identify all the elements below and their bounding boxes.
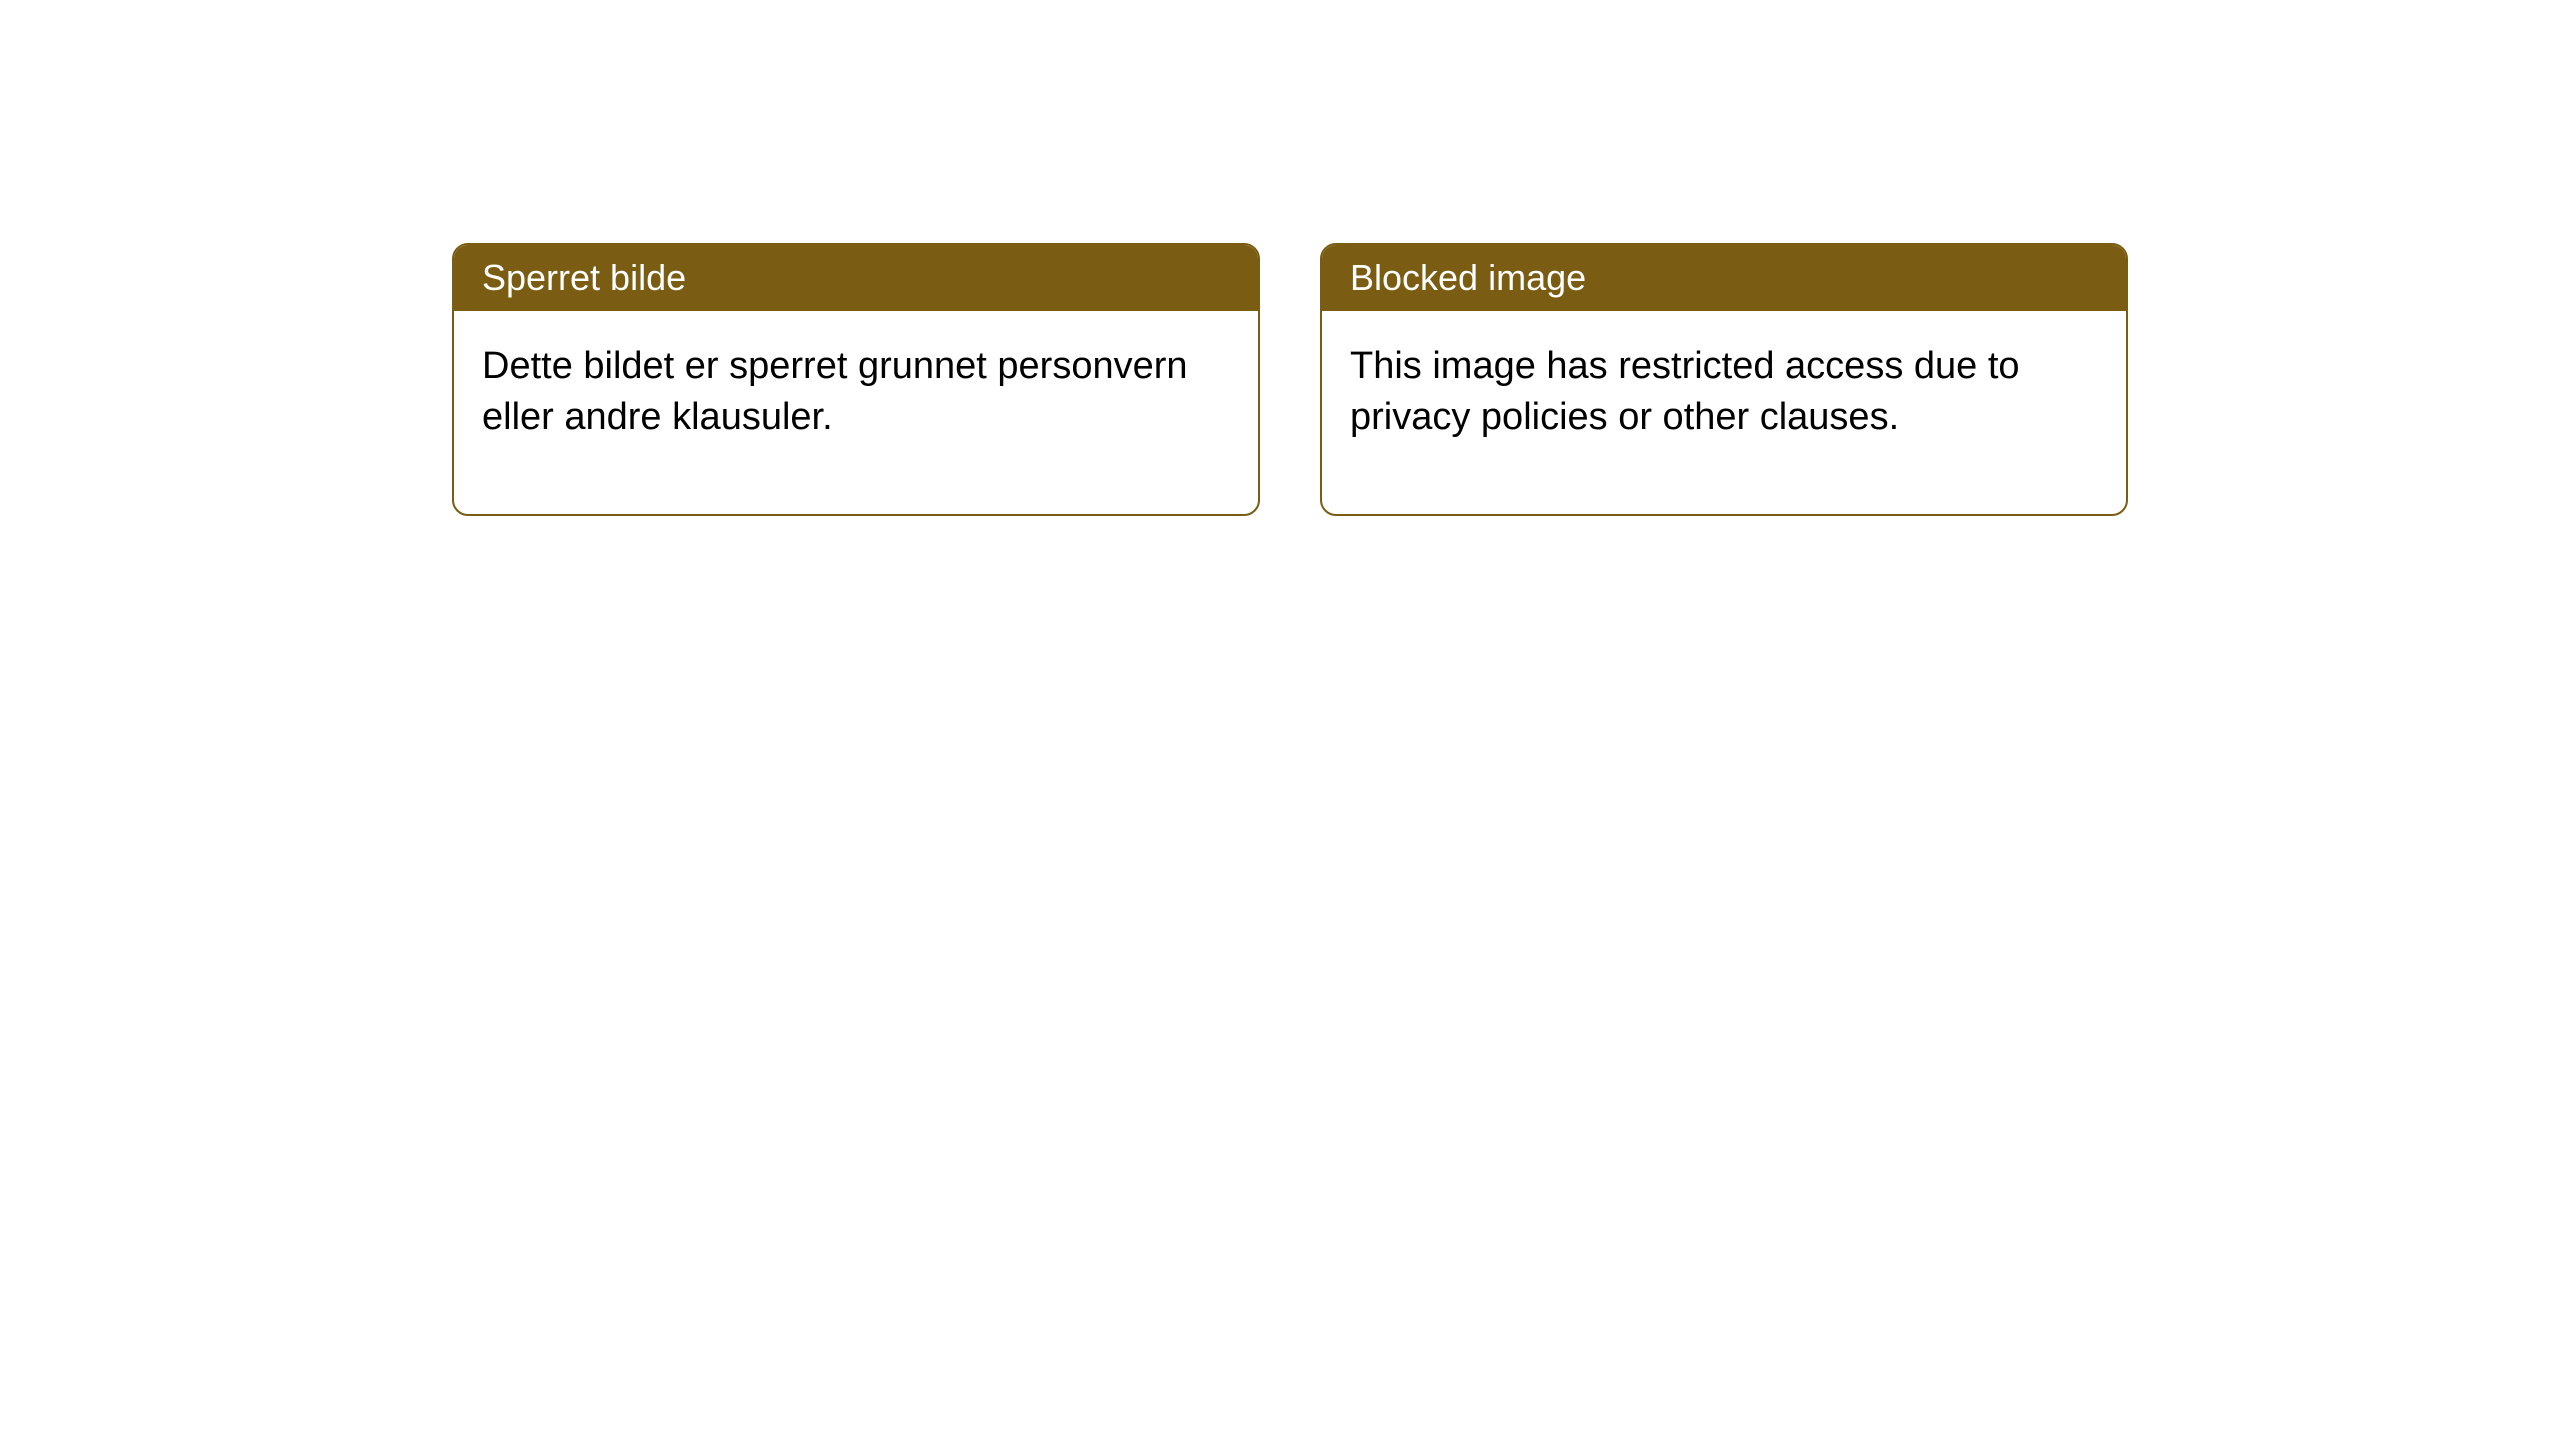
notice-title: Sperret bilde bbox=[482, 257, 686, 298]
notice-box-english: Blocked image This image has restricted … bbox=[1320, 243, 2128, 516]
notice-title: Blocked image bbox=[1350, 257, 1586, 298]
notice-box-norwegian: Sperret bilde Dette bildet er sperret gr… bbox=[452, 243, 1260, 516]
notice-header-norwegian: Sperret bilde bbox=[454, 245, 1258, 311]
notices-container: Sperret bilde Dette bildet er sperret gr… bbox=[0, 0, 2560, 516]
notice-text: Dette bildet er sperret grunnet personve… bbox=[482, 345, 1188, 438]
notice-header-english: Blocked image bbox=[1322, 245, 2126, 311]
notice-body-english: This image has restricted access due to … bbox=[1322, 311, 2126, 514]
notice-text: This image has restricted access due to … bbox=[1350, 345, 2020, 438]
notice-body-norwegian: Dette bildet er sperret grunnet personve… bbox=[454, 311, 1258, 514]
